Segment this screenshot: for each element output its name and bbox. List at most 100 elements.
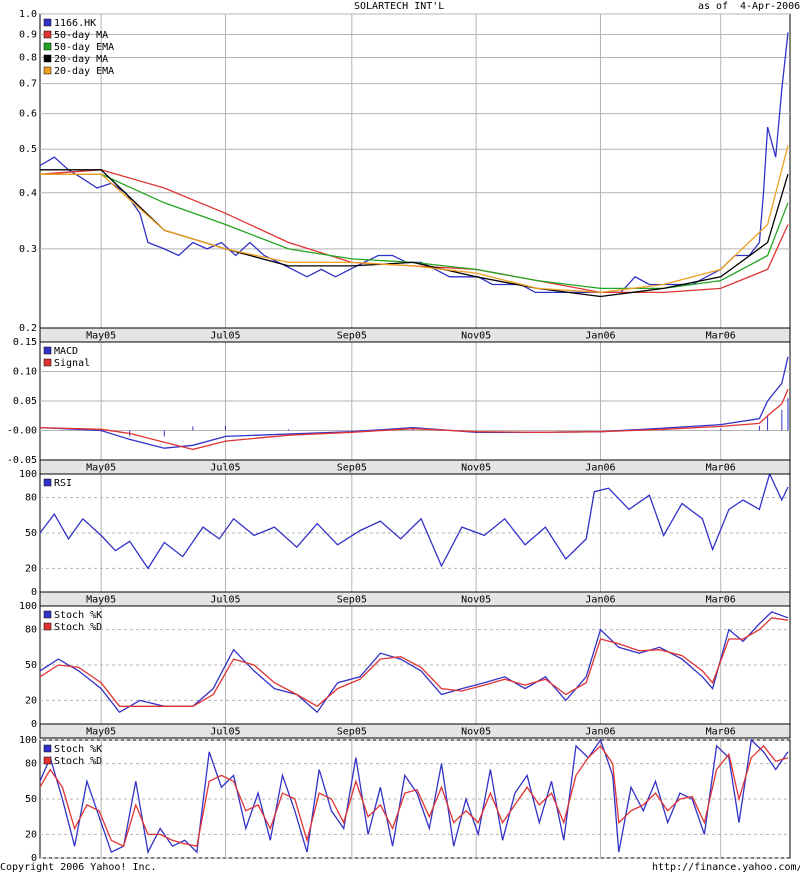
x-tick-label: Mar06: [706, 463, 736, 474]
x-axis-band: [39, 459, 791, 475]
x-tick-label: Jul05: [210, 727, 240, 738]
legend-label: RSI: [54, 478, 72, 489]
series-line-stoch-k: [39, 738, 789, 855]
legend-swatch: [43, 42, 52, 51]
y-tick-label: 0.8: [19, 53, 37, 64]
x-tick-label: Jul05: [210, 463, 240, 474]
legend-label: 50-day EMA: [54, 42, 114, 53]
y-tick-label: 0.15: [13, 337, 37, 348]
series-line-1166-hk: [39, 32, 789, 294]
y-tick-label: 0.9: [19, 30, 37, 41]
y-tick-label: 100: [19, 735, 37, 746]
panel-rsi: 0 20 50 80 100 RSI: [19, 469, 791, 598]
y-tick-label: 0.3: [19, 244, 37, 255]
y-tick-label: -0.05: [7, 455, 37, 466]
series-line-50-day-ema: [40, 173, 789, 290]
y-tick-label: 50: [25, 528, 37, 539]
legend-swatch: [43, 66, 52, 75]
x-tick-label: Sep05: [337, 463, 367, 474]
y-tick-label: -0.00: [7, 426, 37, 437]
legend-swatch: [43, 478, 52, 487]
legend-label: Stoch %D: [54, 622, 102, 633]
x-tick-label: Jul05: [210, 331, 240, 342]
legend-swatch: [43, 54, 52, 63]
series-line-stoch-d: [39, 744, 789, 848]
y-tick-label: 100: [19, 601, 37, 612]
series-line-signal: [39, 388, 789, 451]
legend-swatch: [43, 30, 52, 39]
y-tick-label: 0: [31, 853, 37, 864]
panel-frame: [39, 13, 791, 329]
legend-swatch: [43, 18, 52, 27]
y-tick-label: 0.10: [13, 367, 37, 378]
y-tick-label: 20: [25, 695, 37, 706]
y-tick-label: 80: [25, 493, 37, 504]
y-tick-label: 0.2: [19, 323, 37, 334]
y-tick-label: 0.05: [13, 396, 37, 407]
x-tick-label: Jan06: [585, 595, 615, 606]
legend-label: Signal: [54, 358, 90, 369]
y-tick-label: 80: [25, 759, 37, 770]
x-tick-label: Sep05: [337, 331, 367, 342]
x-tick-label: Sep05: [337, 727, 367, 738]
x-tick-label: Sep05: [337, 595, 367, 606]
x-axis-band: [39, 723, 791, 739]
x-tick-label: Jan06: [585, 331, 615, 342]
panel-price: 0.20.30.40.50.60.70.80.91.01166.HK50-day…: [19, 9, 791, 334]
x-tick-label: Mar06: [706, 727, 736, 738]
x-tick-label: Nov05: [461, 727, 491, 738]
y-tick-label: 1.0: [19, 9, 37, 20]
series-line-20-day-ema: [40, 145, 789, 294]
legend-label: 1166.HK: [54, 18, 96, 29]
series-line-50-day-ma: [39, 169, 789, 294]
x-tick-label: May05: [86, 463, 116, 474]
legend-swatch: [43, 622, 52, 631]
copyright-text: Copyright 2006 Yahoo! Inc.: [0, 862, 157, 873]
y-tick-label: 0.4: [19, 188, 37, 199]
x-tick-label: Mar06: [706, 331, 736, 342]
source-link[interactable]: http://finance.yahoo.com/: [652, 862, 800, 873]
x-tick-label: Nov05: [461, 463, 491, 474]
legend-swatch: [43, 358, 52, 367]
y-tick-label: 20: [25, 829, 37, 840]
x-axis-band: [39, 591, 791, 607]
x-tick-label: Nov05: [461, 331, 491, 342]
y-tick-label: 50: [25, 660, 37, 671]
x-tick-label: May05: [86, 331, 116, 342]
x-tick-label: Jan06: [585, 463, 615, 474]
legend-swatch: [43, 610, 52, 619]
legend-label: 20-day MA: [54, 54, 108, 65]
x-tick-label: May05: [86, 727, 116, 738]
legend-label: MACD: [54, 346, 78, 357]
series-line-rsi: [39, 472, 789, 570]
y-tick-label: 20: [25, 563, 37, 574]
legend-swatch: [43, 756, 52, 765]
as-of-date: 4-Apr-2006: [740, 1, 800, 12]
y-tick-label: 80: [25, 625, 37, 636]
legend-label: Stoch %D: [54, 756, 102, 767]
y-tick-label: 0: [31, 719, 37, 730]
x-tick-label: Jul05: [210, 595, 240, 606]
x-tick-label: Jan06: [585, 727, 615, 738]
legend-label: 50-day MA: [54, 30, 108, 41]
y-tick-label: 0.7: [19, 79, 37, 90]
legend-label: Stoch %K: [54, 744, 102, 755]
x-tick-label: Mar06: [706, 595, 736, 606]
x-tick-label: May05: [86, 595, 116, 606]
x-axis-band: [39, 327, 791, 343]
as-of-label: as of: [698, 1, 729, 12]
series-line-stoch-d: [39, 617, 789, 708]
legend-label: Stoch %K: [54, 610, 102, 621]
chart-title: SOLARTECH INT'L: [354, 1, 445, 12]
legend-swatch: [43, 346, 52, 355]
y-tick-label: 50: [25, 794, 37, 805]
y-tick-label: 0.5: [19, 144, 37, 155]
y-tick-label: 100: [19, 469, 37, 480]
legend-label: 20-day EMA: [54, 66, 114, 77]
legend-swatch: [43, 744, 52, 753]
